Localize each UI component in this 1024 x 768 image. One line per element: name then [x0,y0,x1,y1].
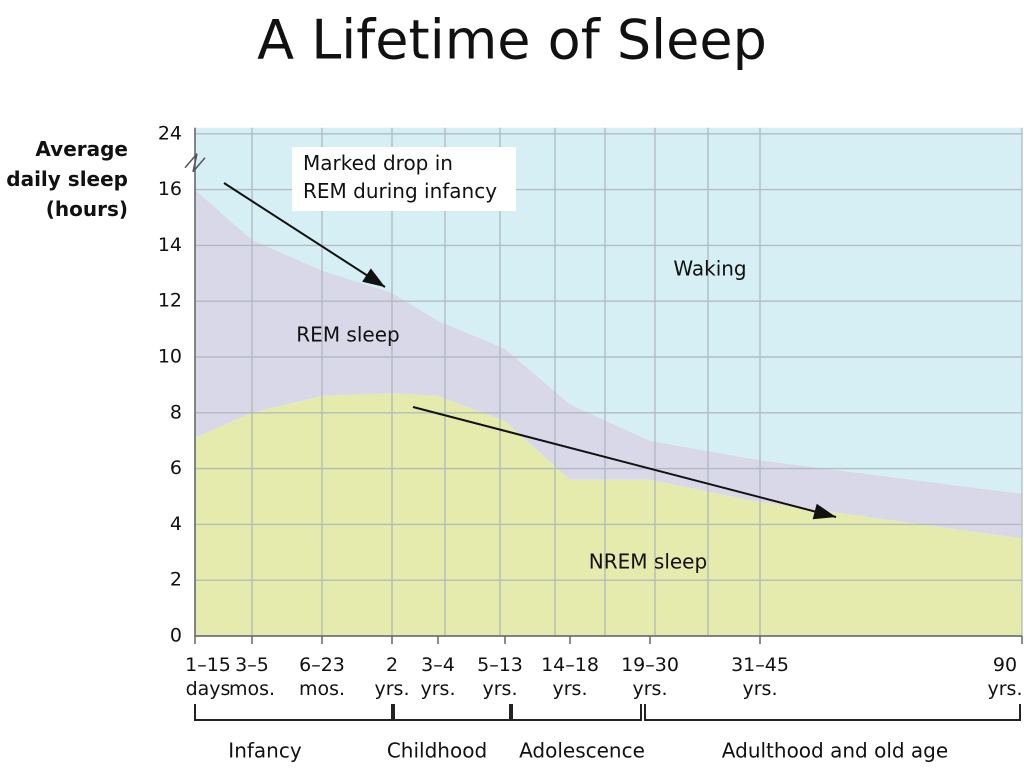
area-label: REM sleep [296,323,399,347]
x-tick-label: 1–15 days [185,654,231,700]
y-tick-label: 8 [170,401,182,423]
group-label: Infancy [228,739,302,763]
arrow-line [223,182,386,288]
axis-break [184,153,206,173]
y-tick-label: 0 [170,625,182,647]
group-label: Adolescence [519,739,645,763]
x-tick-label: 19–30 yrs. [621,654,679,700]
y-tick-label: 6 [170,457,182,479]
group-bracket [393,704,511,721]
group-label: Adulthood and old age [722,739,948,763]
arrow-head [812,503,836,520]
area-label: NREM sleep [589,550,707,574]
y-tick-label: 24 [158,122,182,144]
y-tick-label: 14 [158,234,182,256]
x-tick-label: 5–13 yrs. [477,654,523,700]
plot-top [195,127,1022,134]
x-tick-label: 14–18 yrs. [541,654,599,700]
y-tick-label: 4 [170,513,182,535]
group-bracket [511,704,642,721]
x-tick-label: 31–45 yrs. [731,654,789,700]
annotation-box [292,147,516,211]
y-tick-label: 2 [170,569,182,591]
area-2 [195,133,1022,494]
x-tick-label: 3–4 yrs. [421,654,456,700]
x-tick-label: 90 yrs. [988,654,1023,700]
arrow-head [362,268,385,287]
chart-title: A Lifetime of Sleep [257,9,767,72]
x-tick-label: 2 yrs. [375,654,410,700]
arrow-line [412,406,837,518]
x-tick-label: 3–5 mos. [229,654,275,700]
group-bracket [644,704,1021,721]
annotation: Marked drop in REM during infancy [303,151,497,203]
y-tick-label: 12 [158,290,182,312]
y-tick-label: 10 [158,346,182,368]
y-axis-label: Average daily sleep (hours) [6,137,128,221]
area-0 [195,393,1022,636]
y-tick-label: 16 [158,178,182,200]
group-label: Childhood [387,739,487,763]
area-label: Waking [673,257,746,281]
group-bracket [194,704,393,721]
x-tick-label: 6–23 mos. [299,654,345,700]
